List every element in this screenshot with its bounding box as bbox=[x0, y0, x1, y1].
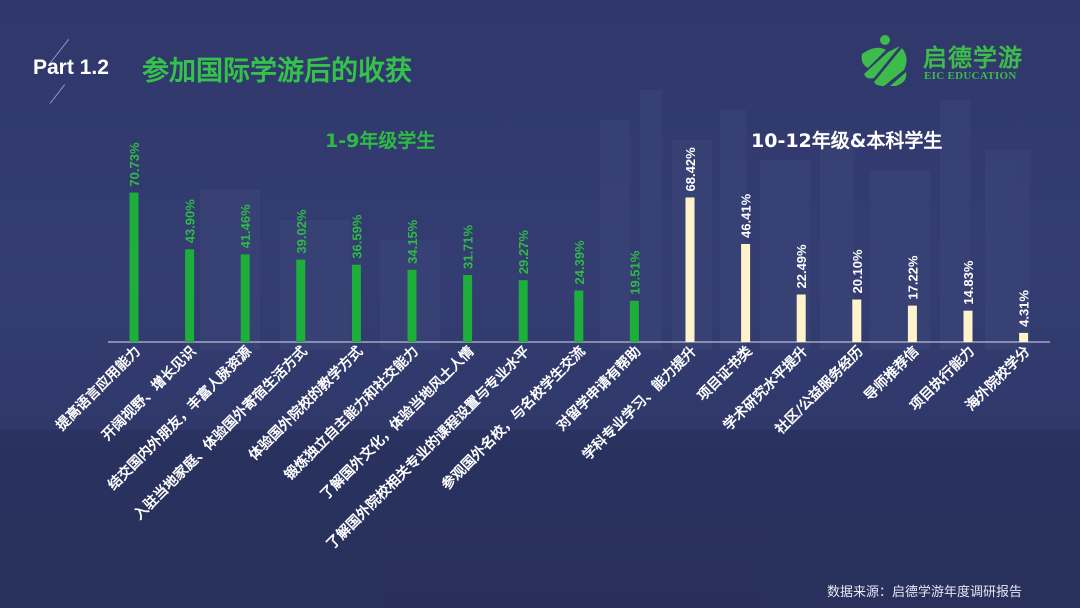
eic-logo-icon bbox=[861, 35, 907, 86]
value-label-8: 24.39% bbox=[572, 240, 587, 285]
bar-10 bbox=[685, 197, 695, 342]
value-label-3: 39.02% bbox=[294, 209, 309, 254]
group-label-grades-1-9: 1-9年级学生 bbox=[325, 130, 436, 152]
category-label-14: 导师推荐信 bbox=[861, 343, 923, 405]
bar-1 bbox=[185, 249, 195, 342]
bar-0 bbox=[129, 192, 139, 342]
value-label-14: 17.22% bbox=[905, 255, 920, 300]
bar-8 bbox=[574, 290, 584, 342]
bar-15 bbox=[963, 310, 973, 342]
bar-11 bbox=[741, 243, 751, 342]
logo-text-en: EIC EDUCATION bbox=[924, 70, 1017, 82]
value-label-10: 68.42% bbox=[683, 147, 698, 192]
bar-9 bbox=[629, 300, 639, 342]
value-label-16: 4.31% bbox=[1017, 290, 1032, 327]
data-source-note: 数据来源：启德学游年度调研报告 bbox=[827, 585, 1023, 600]
category-label-7: 了解国外院校相关专业的课程设置与专业水平 bbox=[323, 343, 533, 553]
logo-text-cn: 启德学游 bbox=[923, 44, 1023, 72]
category-label-1: 开阔视野、增长见识 bbox=[98, 343, 199, 444]
value-label-7: 29.27% bbox=[516, 230, 531, 275]
value-label-13: 20.10% bbox=[850, 249, 865, 294]
value-label-15: 14.83% bbox=[961, 260, 976, 305]
bar-12 bbox=[796, 294, 806, 342]
value-label-1: 43.90% bbox=[183, 199, 198, 244]
value-label-6: 31.71% bbox=[461, 224, 476, 269]
bar-4 bbox=[351, 264, 361, 342]
group-label-grades-10-12-undergrad: 10-12年级&本科学生 bbox=[751, 130, 943, 152]
bar-2 bbox=[240, 254, 250, 342]
part-label: Part 1.2 bbox=[33, 56, 109, 79]
value-label-9: 19.51% bbox=[627, 250, 642, 295]
value-label-5: 34.15% bbox=[405, 219, 420, 264]
bar-16 bbox=[1019, 332, 1029, 342]
value-label-12: 22.49% bbox=[794, 244, 809, 289]
page-title: 参加国际学游后的收获 bbox=[142, 56, 412, 87]
bar-13 bbox=[852, 299, 862, 342]
value-label-2: 41.46% bbox=[238, 204, 253, 249]
value-label-0: 70.73% bbox=[127, 142, 142, 187]
category-label-10: 学科专业学习、能力提升 bbox=[579, 343, 700, 464]
bar-5 bbox=[407, 269, 417, 342]
value-label-4: 36.59% bbox=[349, 214, 364, 259]
category-label-11: 项目证书类 bbox=[694, 342, 756, 404]
bar-7 bbox=[518, 280, 528, 342]
value-label-11: 46.41% bbox=[739, 193, 754, 238]
bar-14 bbox=[907, 305, 917, 342]
bar-3 bbox=[296, 259, 306, 342]
bar-6 bbox=[463, 275, 473, 342]
category-label-4: 体验国外院校的教学方式 bbox=[245, 343, 366, 464]
